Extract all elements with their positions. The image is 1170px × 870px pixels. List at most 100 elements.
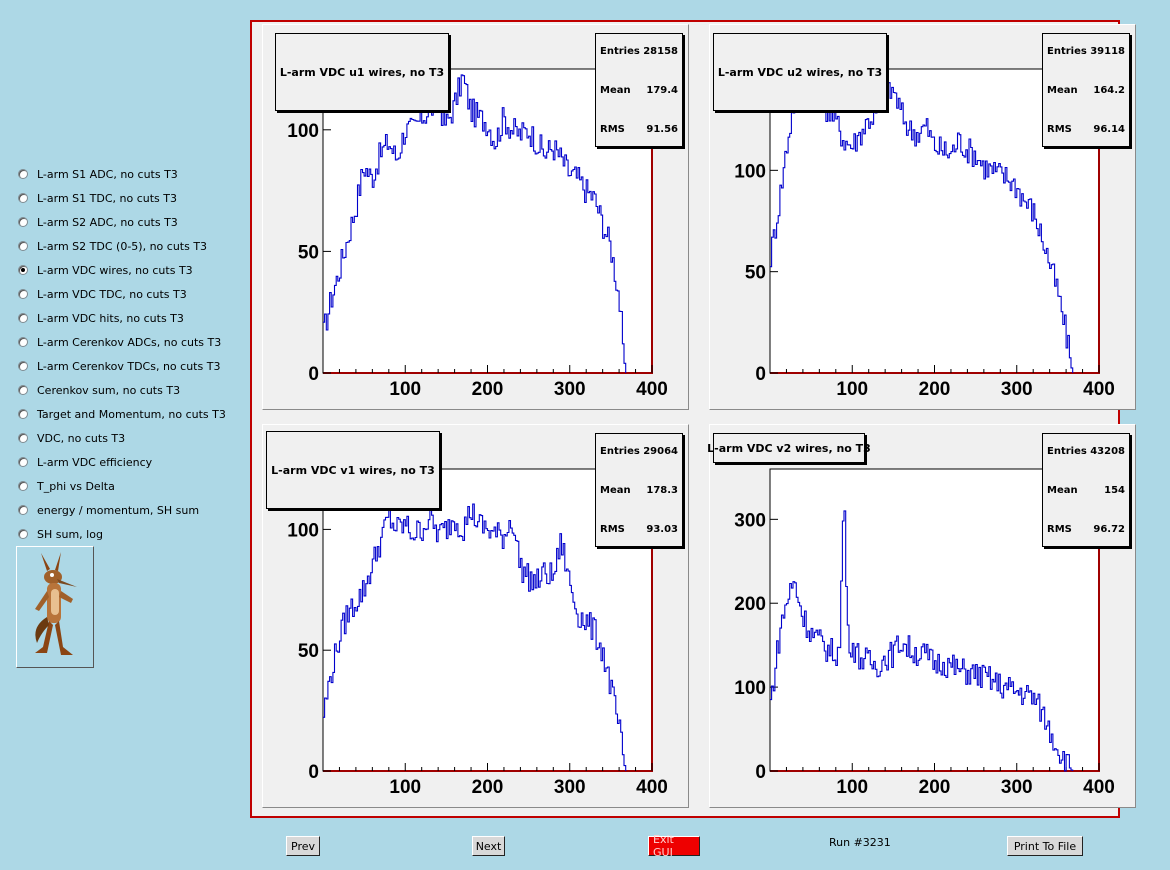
stats-box: Entries 39118 Mean 164.2 RMS 96.14	[1042, 33, 1130, 147]
radio-label: L-arm Cerenkov TDCs, no cuts T3	[37, 359, 221, 373]
radio-item[interactable]: L-arm S1 TDC, no cuts T3	[18, 186, 177, 210]
radio-label: T_phi vs Delta	[37, 479, 115, 493]
radio-unchecked-icon[interactable]	[18, 457, 28, 467]
y-tick-label: 100	[287, 520, 319, 541]
x-tick-label: 100	[389, 379, 421, 400]
radio-item[interactable]: T_phi vs Delta	[18, 474, 115, 498]
coyote-mascot-icon	[16, 546, 94, 668]
y-tick-label: 100	[287, 121, 319, 142]
histogram-pad[interactable]: 100 200 300 400 0 50 100 L-arm VDC v1 wires, no…	[262, 424, 689, 808]
radio-label: L-arm S1 ADC, no cuts T3	[37, 167, 178, 181]
histogram-plot: 100 200 300 400 0 50 100	[734, 68, 1115, 400]
radio-checked-icon[interactable]	[18, 265, 28, 275]
radio-item[interactable]: L-arm S2 ADC, no cuts T3	[18, 210, 178, 234]
histogram-selector: L-arm S1 ADC, no cuts T3 L-arm S1 TDC, no…	[18, 162, 226, 546]
stat-row-mean: Mean 154	[1047, 485, 1125, 496]
stats-box: Entries 29064 Mean 178.3 RMS 93.03	[595, 433, 683, 547]
radio-item[interactable]: L-arm Cerenkov TDCs, no cuts T3	[18, 354, 220, 378]
stat-value: 28158	[643, 46, 678, 57]
radio-label: L-arm VDC hits, no cuts T3	[37, 311, 184, 325]
exit-gui-button[interactable]: Exit GUI	[648, 833, 700, 859]
radio-item[interactable]: L-arm VDC TDC, no cuts T3	[18, 282, 187, 306]
radio-item[interactable]: energy / momentum, SH sum	[18, 498, 199, 522]
radio-item[interactable]: VDC, no cuts T3	[18, 426, 125, 450]
prev-button[interactable]: Prev	[286, 836, 320, 856]
stat-label: RMS	[1047, 524, 1072, 535]
y-tick-label: 50	[745, 263, 766, 284]
run-number: Run #3231	[829, 836, 891, 849]
stats-box: Entries 43208 Mean 154 RMS 96.72	[1042, 433, 1130, 547]
stat-label: Entries	[600, 446, 640, 457]
radio-label: L-arm VDC efficiency	[37, 455, 153, 469]
stat-label: Mean	[600, 485, 631, 496]
stat-row-mean: Mean 164.2	[1047, 85, 1125, 96]
radio-item[interactable]: L-arm VDC wires, no cuts T3	[18, 258, 193, 282]
y-tick-label: 50	[298, 242, 319, 263]
radio-unchecked-icon[interactable]	[18, 529, 28, 539]
histogram-pad[interactable]: 100 200 300 400 0 50 100 L-arm VDC u2 wires, no…	[709, 24, 1136, 410]
histogram-pad[interactable]: 100 200 300 400 0 100 200 300 L-arm VDC v2 wires…	[707, 424, 1136, 808]
x-tick-label: 300	[1001, 777, 1033, 798]
radio-unchecked-icon[interactable]	[18, 193, 28, 203]
radio-item[interactable]: Target and Momentum, no cuts T3	[18, 402, 226, 426]
stat-label: Entries	[1047, 446, 1087, 457]
radio-unchecked-icon[interactable]	[18, 169, 28, 179]
stat-value: 43208	[1090, 446, 1125, 457]
radio-unchecked-icon[interactable]	[18, 385, 28, 395]
radio-label: Target and Momentum, no cuts T3	[37, 407, 226, 421]
x-tick-label: 400	[1083, 379, 1115, 400]
radio-item[interactable]: L-arm Cerenkov ADCs, no cuts T3	[18, 330, 221, 354]
stat-value: 91.56	[646, 124, 678, 135]
stat-label: Entries	[1047, 46, 1087, 57]
radio-unchecked-icon[interactable]	[18, 409, 28, 419]
stat-row-entries: Entries 43208	[1047, 446, 1125, 457]
radio-unchecked-icon[interactable]	[18, 481, 28, 491]
radio-item[interactable]: L-arm S2 TDC (0-5), no cuts T3	[18, 234, 207, 258]
radio-unchecked-icon[interactable]	[18, 361, 28, 371]
radio-unchecked-icon[interactable]	[18, 289, 28, 299]
radio-item[interactable]: SH sum, log	[18, 522, 103, 546]
histogram-series-line	[323, 74, 627, 373]
stat-value: 96.14	[1093, 124, 1125, 135]
print-to-file-button[interactable]: Print To File	[1007, 836, 1083, 856]
y-tick-label: 0	[755, 762, 766, 783]
radio-unchecked-icon[interactable]	[18, 337, 28, 347]
y-tick-label: 0	[308, 364, 319, 385]
histogram-pad[interactable]: 100 200 300 400 0 50 100 L-arm VDC u1 wires, no…	[262, 24, 689, 410]
stat-label: RMS	[1047, 124, 1072, 135]
radio-label: SH sum, log	[37, 527, 103, 541]
stat-row-rms: RMS 91.56	[600, 124, 678, 135]
radio-unchecked-icon[interactable]	[18, 241, 28, 251]
stat-label: RMS	[600, 524, 625, 535]
radio-unchecked-icon[interactable]	[18, 217, 28, 227]
stat-value: 164.2	[1093, 85, 1125, 96]
x-tick-label: 200	[919, 379, 951, 400]
radio-label: L-arm S2 TDC (0-5), no cuts T3	[37, 239, 208, 253]
radio-label: energy / momentum, SH sum	[37, 503, 200, 517]
radio-label: L-arm VDC wires, no cuts T3	[37, 263, 193, 277]
radio-label: L-arm VDC TDC, no cuts T3	[37, 287, 187, 301]
y-tick-label: 100	[734, 161, 766, 182]
x-tick-label: 300	[554, 777, 586, 798]
stat-row-rms: RMS 93.03	[600, 524, 678, 535]
stat-row-rms: RMS 96.72	[1047, 524, 1125, 535]
radio-unchecked-icon[interactable]	[18, 313, 28, 323]
radio-item[interactable]: Cerenkov sum, no cuts T3	[18, 378, 180, 402]
x-tick-label: 300	[554, 379, 586, 400]
stat-value: 39118	[1090, 46, 1125, 57]
histogram-title: L-arm VDC u2 wires, no T3	[713, 33, 887, 111]
radio-label: L-arm Cerenkov ADCs, no cuts T3	[37, 335, 222, 349]
y-tick-label: 0	[308, 762, 319, 783]
x-tick-label: 200	[472, 777, 504, 798]
radio-item[interactable]: L-arm VDC efficiency	[18, 450, 152, 474]
y-tick-label: 300	[734, 510, 766, 531]
radio-unchecked-icon[interactable]	[18, 433, 28, 443]
histogram-title: L-arm VDC v1 wires, no T3	[266, 431, 440, 509]
next-button[interactable]: Next	[472, 836, 505, 856]
radio-item[interactable]: L-arm VDC hits, no cuts T3	[18, 306, 184, 330]
stat-label: Mean	[600, 85, 631, 96]
radio-item[interactable]: L-arm S1 ADC, no cuts T3	[18, 162, 178, 186]
radio-label: L-arm S1 TDC, no cuts T3	[37, 191, 178, 205]
radio-unchecked-icon[interactable]	[18, 505, 28, 515]
y-tick-label: 0	[755, 364, 766, 385]
